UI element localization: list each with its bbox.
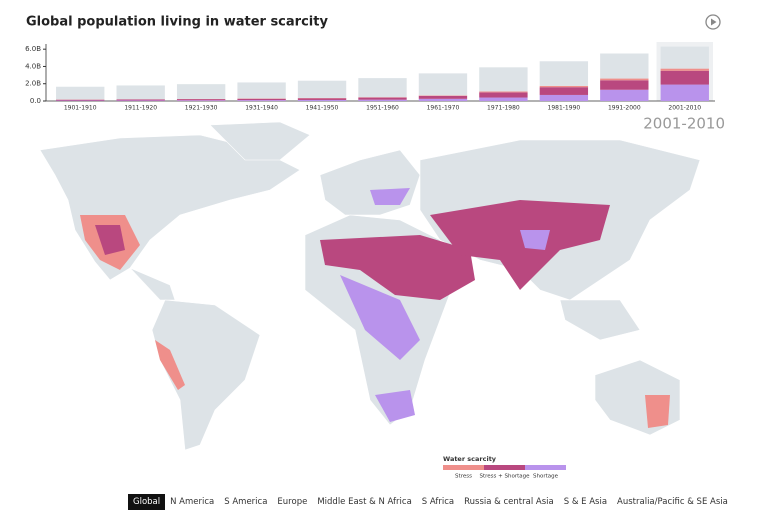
region-tab[interactable]: Europe bbox=[277, 497, 308, 507]
bar-segment bbox=[418, 95, 468, 99]
region-tab[interactable]: Middle East & N Africa bbox=[317, 497, 412, 507]
south-america bbox=[151, 299, 261, 451]
bar-segment bbox=[539, 85, 589, 88]
bar-segment bbox=[660, 68, 709, 71]
bar-segment bbox=[660, 46, 709, 69]
x-tick-label: 1931-1940 bbox=[245, 105, 278, 112]
bar-segment bbox=[479, 91, 528, 93]
region-tab[interactable]: S America bbox=[224, 497, 268, 507]
x-tick-label: 1961-1970 bbox=[427, 105, 460, 112]
bar-segment bbox=[56, 86, 105, 100]
bar-segment bbox=[116, 99, 165, 101]
southeast-asia bbox=[559, 299, 641, 341]
x-tick-label: 1971-1980 bbox=[487, 105, 520, 112]
bar-segment bbox=[358, 99, 407, 101]
x-tick-label: 1921-1930 bbox=[185, 105, 218, 112]
bar-segment bbox=[176, 99, 226, 101]
area-shortage bbox=[520, 230, 550, 250]
area-shortage bbox=[375, 390, 415, 422]
area-stress bbox=[645, 395, 670, 428]
x-tick-label: 1911-1920 bbox=[124, 105, 157, 112]
bar-segment bbox=[176, 84, 226, 99]
area-both bbox=[95, 225, 125, 255]
area-shortage bbox=[340, 275, 420, 360]
bar-segment bbox=[297, 80, 347, 98]
bar-segment bbox=[358, 78, 407, 98]
legend-label: Stress + Shortage bbox=[479, 474, 530, 480]
legend-title: Water scarcity bbox=[443, 455, 497, 463]
bar-segment bbox=[539, 61, 589, 86]
bar-segment bbox=[56, 99, 105, 101]
europe bbox=[319, 149, 421, 216]
bar-segment bbox=[358, 97, 407, 100]
y-tick-label: 2.0B bbox=[25, 80, 41, 88]
bar-segment bbox=[600, 80, 649, 90]
bar-segment bbox=[539, 87, 589, 95]
scarcity-areas bbox=[80, 188, 670, 428]
x-tick-label: 2001-2010 bbox=[668, 105, 701, 112]
play-circle[interactable] bbox=[705, 14, 721, 30]
legend-swatch bbox=[443, 465, 484, 470]
bar-segment bbox=[176, 100, 226, 101]
bar-segment bbox=[660, 70, 709, 85]
bar-segment bbox=[600, 78, 649, 81]
bar-segment bbox=[116, 100, 165, 101]
play-button[interactable] bbox=[705, 14, 721, 30]
bar-segment bbox=[418, 98, 468, 101]
region-tab[interactable]: S Africa bbox=[421, 497, 455, 507]
bar-segment bbox=[237, 100, 286, 101]
x-tick-label: 1981-1990 bbox=[548, 105, 581, 112]
bar-segment bbox=[297, 99, 347, 101]
world-map bbox=[39, 121, 701, 451]
bar-segment bbox=[479, 67, 528, 92]
x-tick-label: 1951-1960 bbox=[366, 105, 399, 112]
region-tabs: Global N America S America Europe Middle Eas… bbox=[128, 494, 733, 510]
y-tick-label: 4.0B bbox=[25, 62, 41, 70]
region-tab[interactable]: Australia/Pacific & SE Asia bbox=[617, 497, 728, 507]
legend-swatch bbox=[484, 465, 525, 470]
region-tab[interactable]: S & E Asia bbox=[563, 497, 608, 507]
bar-segment bbox=[600, 53, 649, 79]
bar-segment bbox=[479, 92, 528, 98]
bar-segment bbox=[660, 84, 709, 101]
bar-segment bbox=[418, 73, 468, 96]
selected-period: 2001-2010 bbox=[643, 115, 725, 133]
bar-segment bbox=[479, 97, 528, 101]
x-tick-label: 1941-1950 bbox=[306, 105, 339, 112]
y-tick-label: 0.0 bbox=[30, 97, 41, 105]
bar-segment bbox=[539, 94, 589, 101]
region-tab[interactable]: Global bbox=[128, 494, 166, 510]
play-icon[interactable] bbox=[711, 18, 717, 26]
bar-segment bbox=[116, 85, 165, 100]
legend-label: Stress bbox=[455, 474, 472, 480]
greenland bbox=[209, 121, 311, 161]
bar-segment bbox=[237, 98, 286, 101]
bar-segment bbox=[237, 82, 286, 99]
bar-segment bbox=[600, 89, 649, 101]
legend-swatch bbox=[525, 465, 566, 470]
area-both bbox=[320, 235, 475, 300]
x-tick-label: 1991-2000 bbox=[608, 105, 641, 112]
chart-title: Global population living in water scarci… bbox=[26, 15, 328, 30]
bar-segment bbox=[297, 98, 347, 100]
area-stress bbox=[155, 340, 185, 390]
x-tick-label: 1901-1910 bbox=[64, 105, 97, 112]
area-both bbox=[430, 200, 610, 290]
legend-label: Shortage bbox=[533, 474, 559, 480]
central-america bbox=[129, 267, 176, 301]
area-shortage bbox=[370, 188, 410, 205]
region-tab[interactable]: Russia & central Asia bbox=[464, 497, 554, 507]
region-tab[interactable]: N America bbox=[170, 497, 215, 507]
y-tick-label: 6.0B bbox=[25, 45, 41, 53]
